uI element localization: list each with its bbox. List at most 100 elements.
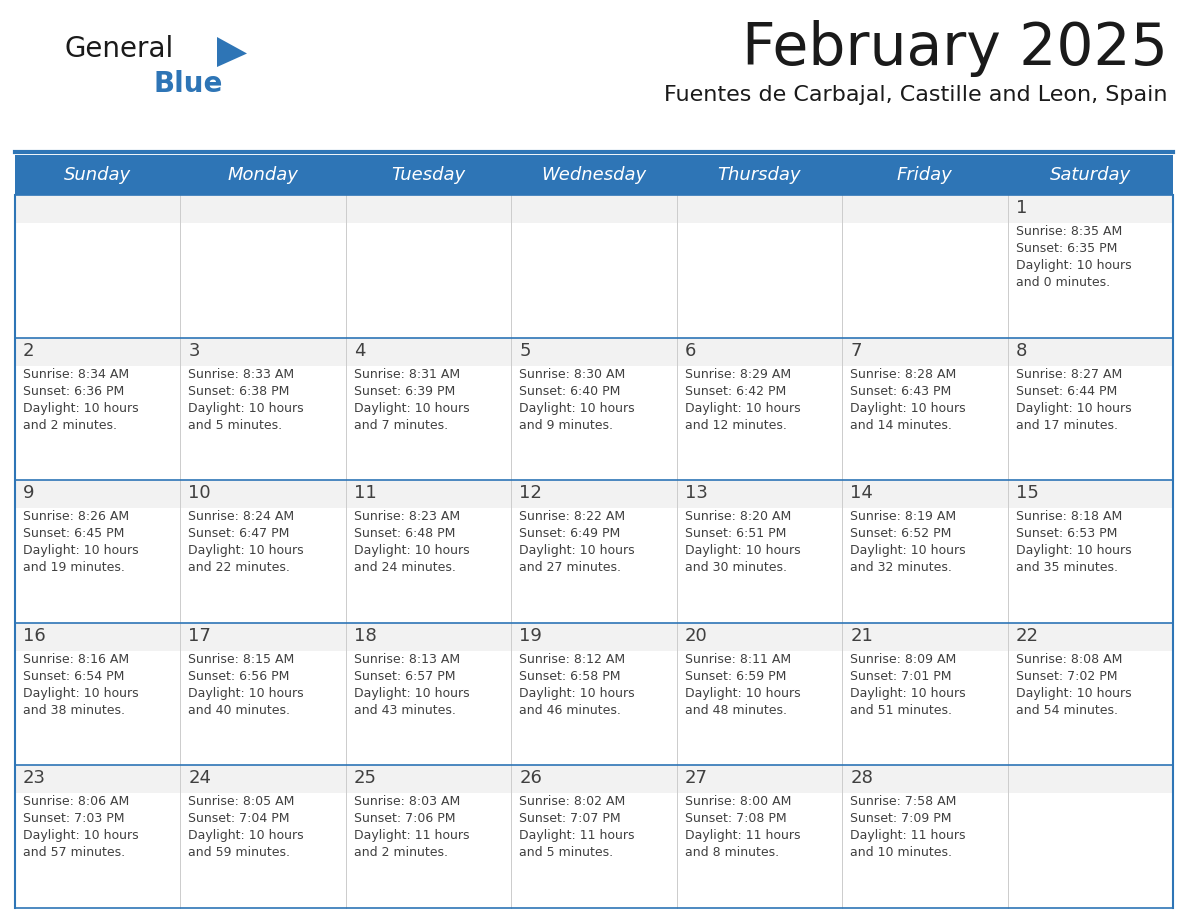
Text: and 32 minutes.: and 32 minutes. xyxy=(851,561,952,574)
Text: and 7 minutes.: and 7 minutes. xyxy=(354,419,448,431)
Text: General: General xyxy=(65,35,175,63)
Bar xyxy=(181,622,346,651)
Text: Sunrise: 8:16 AM: Sunrise: 8:16 AM xyxy=(23,653,129,666)
Text: Daylight: 10 hours: Daylight: 10 hours xyxy=(189,687,304,700)
Text: Sunset: 6:54 PM: Sunset: 6:54 PM xyxy=(23,670,125,683)
Bar xyxy=(1007,622,1173,651)
Text: Friday: Friday xyxy=(897,166,953,184)
Bar xyxy=(1007,766,1173,908)
Text: 13: 13 xyxy=(684,484,708,502)
Bar xyxy=(1007,195,1173,223)
Text: 23: 23 xyxy=(23,769,46,788)
Text: Sunrise: 8:24 AM: Sunrise: 8:24 AM xyxy=(189,510,295,523)
Text: Sunrise: 8:02 AM: Sunrise: 8:02 AM xyxy=(519,795,626,809)
Bar xyxy=(346,622,511,766)
Text: 9: 9 xyxy=(23,484,34,502)
Text: Daylight: 11 hours: Daylight: 11 hours xyxy=(519,829,634,843)
Text: 20: 20 xyxy=(684,627,708,644)
Text: Daylight: 10 hours: Daylight: 10 hours xyxy=(851,544,966,557)
Text: and 2 minutes.: and 2 minutes. xyxy=(354,846,448,859)
Bar xyxy=(346,480,511,622)
Text: Sunrise: 8:35 AM: Sunrise: 8:35 AM xyxy=(1016,225,1121,238)
Text: Sunset: 6:59 PM: Sunset: 6:59 PM xyxy=(684,670,786,683)
Text: Sunrise: 8:03 AM: Sunrise: 8:03 AM xyxy=(354,795,460,809)
Bar xyxy=(842,766,1007,908)
Text: and 5 minutes.: and 5 minutes. xyxy=(519,846,613,859)
Text: Sunset: 6:42 PM: Sunset: 6:42 PM xyxy=(684,385,786,397)
Bar xyxy=(842,622,1007,766)
Text: and 38 minutes.: and 38 minutes. xyxy=(23,704,125,717)
Bar xyxy=(842,195,1007,338)
Bar xyxy=(181,480,346,509)
Text: Wednesday: Wednesday xyxy=(542,166,646,184)
Bar xyxy=(677,480,842,509)
Text: and 14 minutes.: and 14 minutes. xyxy=(851,419,952,431)
Text: 8: 8 xyxy=(1016,341,1026,360)
Text: Sunset: 7:04 PM: Sunset: 7:04 PM xyxy=(189,812,290,825)
Bar xyxy=(842,766,1007,793)
Text: and 24 minutes.: and 24 minutes. xyxy=(354,561,456,574)
Text: Daylight: 10 hours: Daylight: 10 hours xyxy=(23,829,139,843)
Text: and 48 minutes.: and 48 minutes. xyxy=(684,704,786,717)
Text: 16: 16 xyxy=(23,627,46,644)
Bar xyxy=(181,338,346,365)
Bar xyxy=(511,480,677,509)
Text: Daylight: 10 hours: Daylight: 10 hours xyxy=(189,544,304,557)
Bar xyxy=(842,338,1007,480)
Text: Sunset: 6:35 PM: Sunset: 6:35 PM xyxy=(1016,242,1117,255)
Text: and 27 minutes.: and 27 minutes. xyxy=(519,561,621,574)
Text: Sunset: 6:58 PM: Sunset: 6:58 PM xyxy=(519,670,621,683)
Text: Sunset: 7:03 PM: Sunset: 7:03 PM xyxy=(23,812,125,825)
Text: Daylight: 10 hours: Daylight: 10 hours xyxy=(851,687,966,700)
Text: and 5 minutes.: and 5 minutes. xyxy=(189,419,283,431)
Bar xyxy=(346,766,511,908)
Bar xyxy=(511,338,677,365)
Text: Sunset: 6:39 PM: Sunset: 6:39 PM xyxy=(354,385,455,397)
Bar xyxy=(181,195,346,223)
Polygon shape xyxy=(217,37,247,67)
Text: Sunrise: 8:27 AM: Sunrise: 8:27 AM xyxy=(1016,367,1121,381)
Text: Sunset: 7:09 PM: Sunset: 7:09 PM xyxy=(851,812,952,825)
Bar xyxy=(346,480,511,509)
Text: Sunrise: 8:28 AM: Sunrise: 8:28 AM xyxy=(851,367,956,381)
Text: Daylight: 10 hours: Daylight: 10 hours xyxy=(519,544,634,557)
Bar xyxy=(15,480,181,622)
Text: and 59 minutes.: and 59 minutes. xyxy=(189,846,290,859)
Text: Sunset: 6:36 PM: Sunset: 6:36 PM xyxy=(23,385,125,397)
Text: and 22 minutes.: and 22 minutes. xyxy=(189,561,290,574)
Text: 25: 25 xyxy=(354,769,377,788)
Bar xyxy=(842,338,1007,365)
Text: 21: 21 xyxy=(851,627,873,644)
Bar xyxy=(1007,195,1173,338)
Text: Daylight: 10 hours: Daylight: 10 hours xyxy=(23,544,139,557)
Bar xyxy=(511,480,677,622)
Text: Sunrise: 8:30 AM: Sunrise: 8:30 AM xyxy=(519,367,626,381)
Text: Daylight: 10 hours: Daylight: 10 hours xyxy=(519,401,634,415)
Bar xyxy=(1007,480,1173,509)
Text: Sunset: 6:44 PM: Sunset: 6:44 PM xyxy=(1016,385,1117,397)
Bar xyxy=(1007,338,1173,480)
Bar xyxy=(511,766,677,793)
Text: Sunrise: 8:11 AM: Sunrise: 8:11 AM xyxy=(684,653,791,666)
Text: Sunset: 6:52 PM: Sunset: 6:52 PM xyxy=(851,527,952,540)
Bar xyxy=(346,622,511,651)
Text: Sunrise: 8:22 AM: Sunrise: 8:22 AM xyxy=(519,510,625,523)
Bar xyxy=(511,195,677,338)
Text: and 2 minutes.: and 2 minutes. xyxy=(23,419,116,431)
Text: Sunrise: 8:12 AM: Sunrise: 8:12 AM xyxy=(519,653,625,666)
Bar xyxy=(346,338,511,480)
Text: Sunset: 7:08 PM: Sunset: 7:08 PM xyxy=(684,812,786,825)
Text: Daylight: 10 hours: Daylight: 10 hours xyxy=(519,687,634,700)
Text: Sunrise: 8:29 AM: Sunrise: 8:29 AM xyxy=(684,367,791,381)
Text: Sunset: 6:57 PM: Sunset: 6:57 PM xyxy=(354,670,455,683)
Text: 5: 5 xyxy=(519,341,531,360)
Text: Thursday: Thursday xyxy=(718,166,801,184)
Text: Sunrise: 8:18 AM: Sunrise: 8:18 AM xyxy=(1016,510,1121,523)
Text: Sunrise: 8:08 AM: Sunrise: 8:08 AM xyxy=(1016,653,1121,666)
Text: Blue: Blue xyxy=(153,70,222,98)
Text: 24: 24 xyxy=(189,769,211,788)
Text: Tuesday: Tuesday xyxy=(392,166,466,184)
Text: 12: 12 xyxy=(519,484,542,502)
Text: 1: 1 xyxy=(1016,199,1026,217)
Text: 2: 2 xyxy=(23,341,34,360)
